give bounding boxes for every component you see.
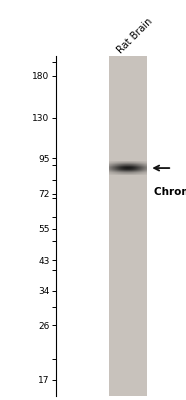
Bar [109, 56, 147, 396]
Text: Rat Brain: Rat Brain [116, 16, 155, 55]
Text: Chromogranin A: Chromogranin A [154, 188, 186, 198]
